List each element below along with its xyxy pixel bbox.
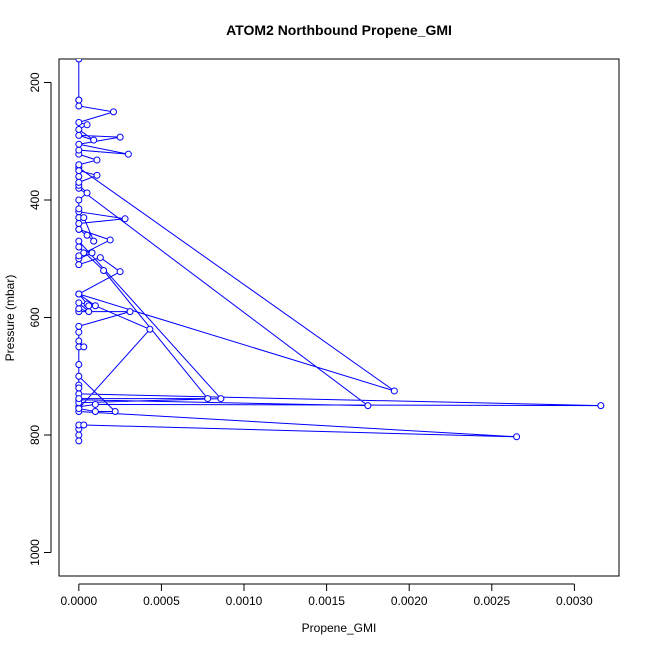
data-point [75,372,83,380]
data-point [83,231,91,239]
data-point [75,59,83,63]
x-tick-label: 0.0025 [473,594,510,608]
y-tick-label: 600 [28,307,42,327]
data-point [217,395,225,403]
x-tick-label: 0.0005 [143,594,180,608]
data-point [75,384,83,392]
data-point [75,243,83,251]
data-point [110,108,118,116]
data-point [75,118,83,126]
data-point [75,237,83,245]
data-point [75,96,83,104]
data-point [93,156,101,164]
data-point [75,305,83,313]
y-tick-label: 400 [28,190,42,210]
y-tick-label: 1000 [28,539,42,566]
data-point [75,178,83,186]
data-point [116,133,124,141]
data-point [75,173,83,180]
data-point [75,146,83,154]
data-point [75,405,83,413]
data-point [75,395,83,403]
data-point [90,136,98,144]
data-point [75,361,83,368]
data-point [597,402,605,410]
plot-frame [58,58,620,577]
x-tick-label: 0.0015 [308,594,345,608]
data-point [75,337,83,345]
data-point [75,261,83,269]
y-axis: 200 400 600 800 1000 [28,72,52,566]
data-point [83,121,91,129]
data-point [100,267,108,274]
data-point [364,402,372,410]
data-point [75,290,83,298]
data-point [121,215,129,223]
data-point [75,299,83,307]
data-point [75,431,83,439]
data-point [96,254,104,262]
chart-title: ATOM2 Northbound Propene_GMI [226,22,452,38]
series-line [77,59,601,441]
data-point [116,268,124,276]
data-point [390,387,398,395]
data-point [111,408,119,415]
data-point [75,322,83,330]
x-axis-label: Propene_GMI [302,621,377,635]
data-point [513,433,521,441]
data-point [75,161,83,169]
data-point [90,237,98,245]
data-point [75,220,83,227]
data-point [75,196,83,204]
data-point [85,308,93,316]
data-point [88,249,96,257]
data-point [146,325,154,333]
x-tick-label: 0.0020 [391,594,428,608]
data-point [75,252,83,260]
data-point [91,302,99,310]
data-point [124,150,132,158]
y-tick-label: 800 [28,425,42,445]
data-point [75,126,83,133]
data-point [80,343,88,351]
series-layer [75,59,605,445]
y-tick-label: 200 [28,72,42,92]
data-point [93,171,101,179]
y-axis-label: Pressure (mbar) [3,275,17,362]
data-point [75,131,83,139]
data-point [91,408,99,415]
data-point [75,328,83,336]
data-point [106,236,114,244]
data-point [83,189,91,197]
data-point [91,400,99,408]
x-axis: 0.0000 0.0005 0.0010 0.0015 0.0020 0.0025 0.00… [60,583,593,608]
data-point [80,214,88,222]
data-point [75,225,83,233]
data-point [204,395,212,403]
data-point [75,205,83,213]
x-tick-label: 0.0000 [60,594,97,608]
data-point [85,302,93,310]
data-point [80,249,88,257]
data-point [80,421,88,429]
data-point [75,102,83,110]
x-tick-label: 0.0010 [226,594,263,608]
data-point [75,437,83,445]
data-point [126,308,134,316]
data-point [75,167,83,175]
data-point [75,140,83,148]
x-tick-label: 0.0030 [556,594,593,608]
